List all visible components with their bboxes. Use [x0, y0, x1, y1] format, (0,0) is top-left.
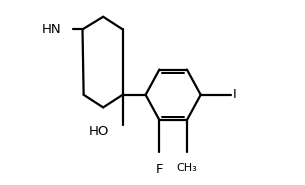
Text: HN: HN: [42, 23, 62, 36]
Text: F: F: [156, 162, 163, 176]
Text: HO: HO: [88, 125, 109, 138]
Text: CH₃: CH₃: [177, 162, 197, 172]
Text: I: I: [233, 88, 237, 101]
